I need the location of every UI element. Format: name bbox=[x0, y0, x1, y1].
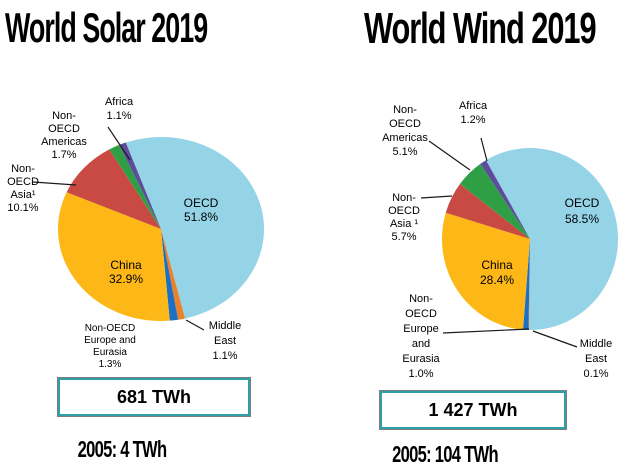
solar-pie-slice-non-oecd-europe-and-eurasia bbox=[161, 229, 179, 321]
wind-pie-slice-africa bbox=[480, 160, 530, 239]
wind-total-box: 1 427 TWh bbox=[379, 390, 567, 430]
wind-leader-line-middle-east bbox=[532, 330, 578, 348]
solar-leader-line-middle-east bbox=[185, 319, 205, 331]
wind-pie-label-africa: Africa 1.2% bbox=[458, 100, 488, 126]
solar-total-box: 681 TWh bbox=[57, 377, 251, 417]
wind-pie-label-oecd: OECD 58.5% bbox=[564, 196, 600, 226]
solar-pie-slice-middle-east bbox=[161, 229, 186, 320]
solar-pie-label-africa: Africa 1.1% bbox=[104, 96, 134, 122]
solar-pie-label-china: China 32.9% bbox=[108, 258, 144, 286]
solar-pie-label-non-oecd-asia: Non- OECD Asia¹ 10.1% bbox=[7, 163, 39, 214]
wind-pie-slice-non-oecd-asia bbox=[445, 183, 530, 239]
solar-pie-slice-non-oecd-asia bbox=[66, 149, 161, 229]
wind-leader-line-non-oecd-asia bbox=[420, 195, 453, 199]
solar-pie-slice-china bbox=[58, 192, 170, 322]
solar-pie-slice-oecd bbox=[125, 136, 265, 319]
wind-total-value: 1 427 TWh bbox=[428, 399, 518, 420]
solar-chart-title: World Solar 2019 bbox=[5, 4, 208, 51]
solar-total-value: 681 TWh bbox=[116, 386, 191, 407]
solar-pie-label-non-oecd-europe-eurasia: Non-OECD Europe and Eurasia 1.3% bbox=[84, 323, 136, 370]
solar-pie-slice-africa bbox=[119, 142, 161, 229]
wind-pie-slice-oecd bbox=[486, 148, 618, 331]
solar-leader-line-africa bbox=[107, 126, 131, 161]
solar-pie-slice-non-oecd-americas bbox=[109, 144, 161, 229]
wind-pie-slice-china bbox=[442, 212, 530, 330]
wind-pie-label-non-oecd-americas: Non- OECD Americas 5.1% bbox=[382, 104, 428, 158]
wind-pie-label-non-oecd-europe-eurasia: Non- OECD Europe and Eurasia 1.0% bbox=[402, 293, 440, 380]
wind-leader-line-non-oecd-americas bbox=[428, 140, 471, 171]
solar-pie-label-oecd: OECD 51.8% bbox=[183, 196, 219, 224]
wind-pie-slice-non-oecd-europe-and-eurasia bbox=[523, 239, 530, 330]
solar-leader-line-non-oecd-asia bbox=[32, 181, 77, 186]
wind-pie-slice-middle-east bbox=[528, 239, 530, 330]
wind-pie-slice-non-oecd-americas bbox=[460, 163, 530, 239]
wind-leader-line-non-oecd-europe-eurasia bbox=[442, 328, 530, 334]
wind-pie-label-middle-east: Middle East 0.1% bbox=[579, 338, 613, 380]
wind-pie-label-non-oecd-asia: Non- OECD Asia ¹ 5.7% bbox=[388, 192, 420, 243]
wind-leader-line-africa bbox=[480, 137, 488, 162]
solar-pie-label-middle-east: Middle East 1.1% bbox=[208, 320, 242, 362]
solar-pie-label-non-oecd-americas: Non- OECD Americas 1.7% bbox=[41, 110, 87, 161]
solar-2005-note: 2005: 4 TWh bbox=[77, 436, 167, 462]
wind-pie-label-china: China 28.4% bbox=[479, 258, 515, 287]
wind-chart-title: World Wind 2019 bbox=[364, 4, 597, 53]
wind-2005-note: 2005: 104 TWh bbox=[392, 441, 498, 467]
